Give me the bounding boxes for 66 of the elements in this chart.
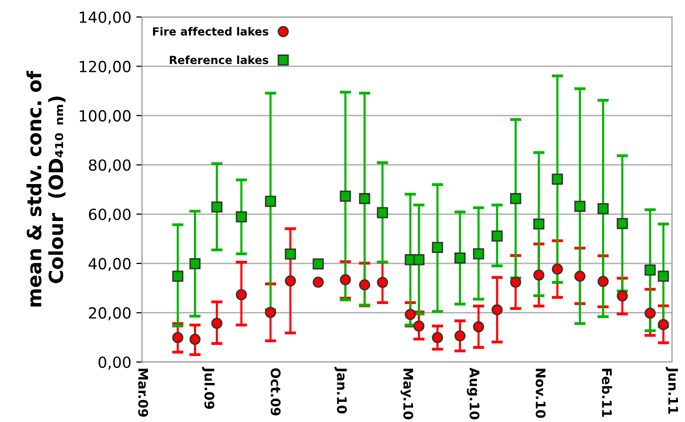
x-tick-label: Feb.11 [602, 368, 612, 417]
x-tick-label: Jun.11 [666, 366, 678, 414]
point [510, 193, 522, 204]
point [472, 321, 484, 332]
point [284, 248, 296, 260]
y-tick-label: 0,00 [98, 356, 131, 370]
point [376, 276, 388, 288]
point [189, 258, 201, 270]
point [533, 269, 544, 281]
point [264, 306, 276, 318]
point [236, 211, 247, 222]
point [552, 264, 563, 275]
point [598, 276, 609, 287]
x-tick-label: Oct.09 [270, 368, 281, 416]
point [312, 276, 324, 288]
x-tick-label: Mar.09 [138, 368, 148, 417]
point [172, 332, 184, 344]
point [432, 242, 444, 253]
point [454, 330, 466, 342]
point [533, 218, 544, 230]
point [413, 254, 424, 266]
point [359, 193, 370, 204]
point [454, 252, 466, 264]
point [340, 190, 351, 202]
point [340, 274, 351, 286]
y-tick-label: 140,00 [80, 11, 131, 25]
point [552, 174, 563, 185]
point [189, 334, 201, 345]
x-tick-label: Aug.10 [466, 368, 480, 420]
y-tick-label: 120,00 [80, 60, 131, 74]
x-tick-label: Jul.09 [202, 366, 215, 409]
y-tick-label: 60,00 [88, 208, 131, 222]
point [404, 308, 416, 320]
x-tick-label: May.10 [400, 368, 414, 420]
point [574, 200, 586, 212]
legend-label: Reference lakes [170, 56, 268, 64]
point [172, 270, 184, 282]
point [236, 289, 247, 300]
point [574, 270, 586, 282]
point [510, 276, 522, 288]
point [492, 230, 503, 242]
x-tick-label: Nov.10 [536, 368, 546, 418]
point [359, 279, 370, 290]
point [658, 270, 669, 282]
point [211, 201, 222, 213]
point [598, 203, 609, 214]
point [312, 258, 324, 270]
point [492, 304, 503, 316]
point [644, 308, 656, 319]
point [472, 248, 484, 260]
point [413, 320, 424, 332]
y-tick-label: 40,00 [88, 258, 131, 272]
y-tick-label: 80,00 [88, 159, 131, 172]
point [616, 290, 628, 302]
y-tick-label: 100,00 [80, 110, 131, 124]
point [264, 196, 276, 207]
y-axis-title: mean & stdv. conc. of Colour (OD₄₁₀ ₙₘ) [26, 70, 66, 306]
legend-label: Fire affected lakes [153, 27, 268, 36]
x-tick-label: Jan.10 [334, 366, 347, 414]
point [432, 332, 444, 344]
point [376, 207, 388, 218]
point [211, 318, 222, 329]
point [284, 275, 296, 286]
y-tick-label: 20,00 [88, 307, 131, 320]
point [616, 218, 628, 230]
point [644, 264, 656, 276]
